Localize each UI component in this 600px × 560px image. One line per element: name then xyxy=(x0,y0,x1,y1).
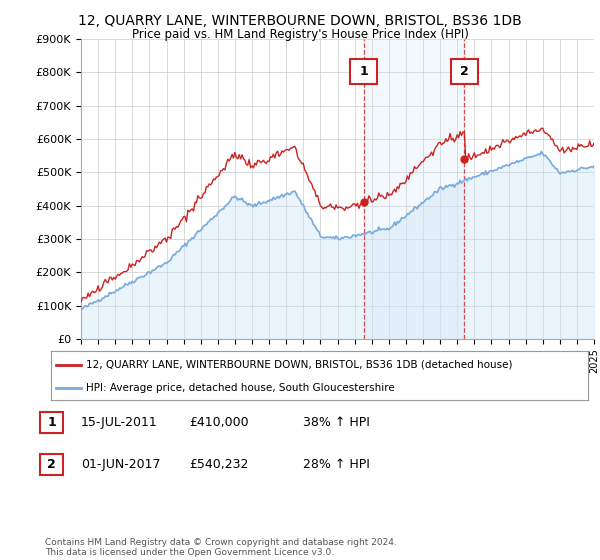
Text: 28% ↑ HPI: 28% ↑ HPI xyxy=(303,458,370,472)
Text: 12, QUARRY LANE, WINTERBOURNE DOWN, BRISTOL, BS36 1DB (detached house): 12, QUARRY LANE, WINTERBOURNE DOWN, BRIS… xyxy=(86,360,512,370)
Text: 1: 1 xyxy=(47,416,56,430)
Text: 01-JUN-2017: 01-JUN-2017 xyxy=(81,458,161,472)
Text: Contains HM Land Registry data © Crown copyright and database right 2024.
This d: Contains HM Land Registry data © Crown c… xyxy=(45,538,397,557)
Text: £540,232: £540,232 xyxy=(189,458,248,472)
Text: HPI: Average price, detached house, South Gloucestershire: HPI: Average price, detached house, Sout… xyxy=(86,383,395,393)
Text: 38% ↑ HPI: 38% ↑ HPI xyxy=(303,416,370,430)
Text: 2: 2 xyxy=(47,458,56,472)
Text: 12, QUARRY LANE, WINTERBOURNE DOWN, BRISTOL, BS36 1DB: 12, QUARRY LANE, WINTERBOURNE DOWN, BRIS… xyxy=(78,14,522,28)
Text: £410,000: £410,000 xyxy=(189,416,248,430)
Bar xyxy=(364,39,464,339)
Text: Price paid vs. HM Land Registry's House Price Index (HPI): Price paid vs. HM Land Registry's House … xyxy=(131,28,469,41)
Text: 2: 2 xyxy=(460,65,469,78)
Text: 15-JUL-2011: 15-JUL-2011 xyxy=(81,416,158,430)
Text: 1: 1 xyxy=(359,65,368,78)
